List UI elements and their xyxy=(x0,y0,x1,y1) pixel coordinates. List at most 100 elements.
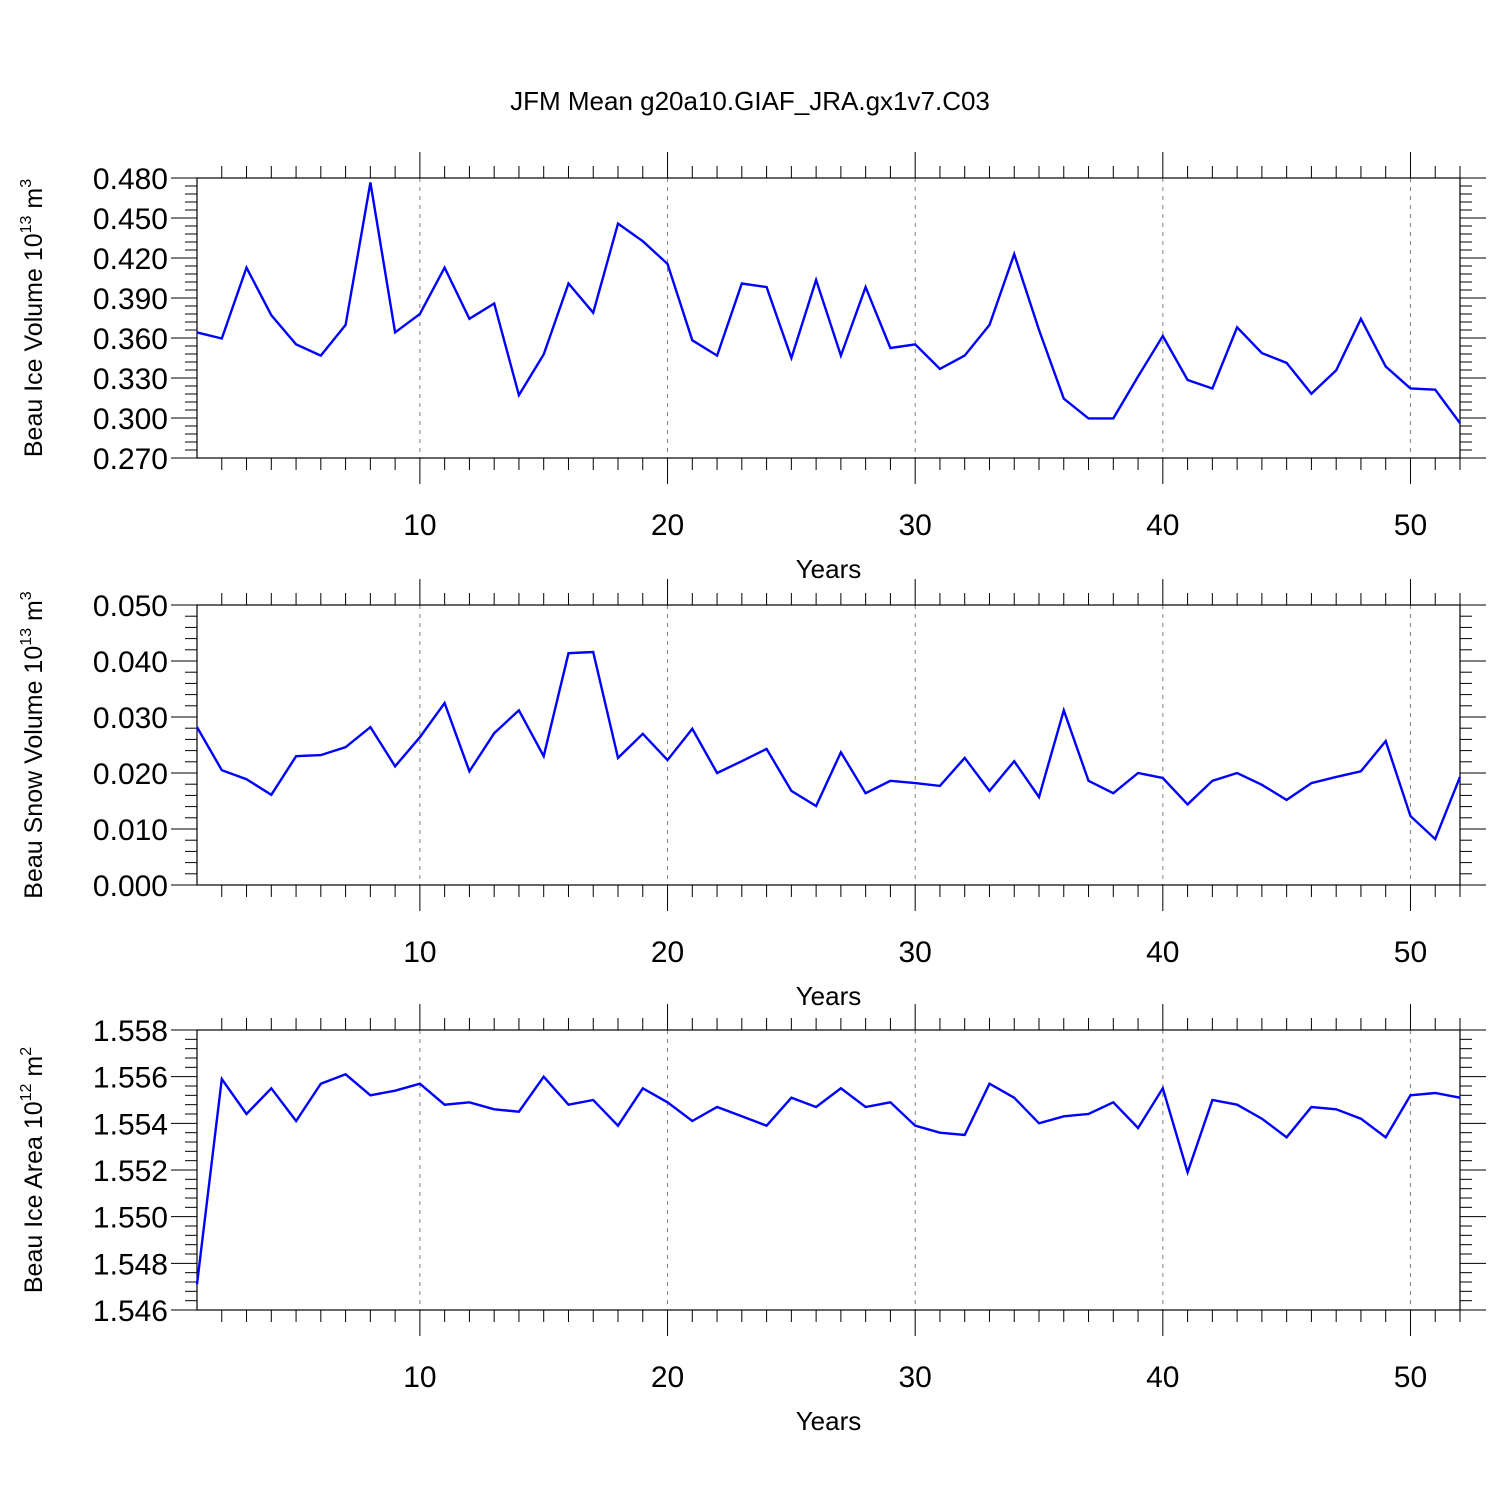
data-point xyxy=(221,769,223,771)
data-point xyxy=(1385,1136,1387,1138)
data-point xyxy=(1285,799,1287,801)
data-point xyxy=(419,736,421,738)
data-point xyxy=(468,1101,470,1103)
data-point xyxy=(642,240,644,242)
data-point xyxy=(1459,422,1461,424)
y-tick-label: 0.020 xyxy=(93,758,168,791)
data-point xyxy=(443,702,445,704)
data-point xyxy=(567,652,569,654)
data-point xyxy=(419,313,421,315)
y-tick-label: 0.050 xyxy=(93,590,168,623)
y-tick-label: 0.000 xyxy=(93,870,168,903)
data-point xyxy=(567,282,569,284)
data-point xyxy=(914,1124,916,1126)
data-point xyxy=(1137,1127,1139,1129)
data-point xyxy=(270,794,272,796)
series-line-ice-volume xyxy=(196,182,1461,424)
data-point xyxy=(1335,1108,1337,1110)
x-axis-title: Years xyxy=(796,554,862,584)
data-point xyxy=(221,1078,223,1080)
x-tick-label: 30 xyxy=(898,509,931,542)
data-point xyxy=(320,354,322,356)
data-point xyxy=(1186,379,1188,381)
data-point xyxy=(1360,318,1362,320)
y-tick-label: 1.552 xyxy=(93,1155,168,1188)
y-tick-label: 0.030 xyxy=(93,702,168,735)
data-point xyxy=(1112,792,1114,794)
data-point xyxy=(394,765,396,767)
panel-snow-volume: 0.000 0.010 0.020 0.030 0.040 0.050 10 20 30 40 50… xyxy=(18,579,1486,1011)
data-point xyxy=(666,759,668,761)
data-point xyxy=(369,1094,371,1096)
data-point xyxy=(1409,387,1411,389)
x-tick-label: 20 xyxy=(651,509,684,542)
x-tick-label: 10 xyxy=(403,509,436,542)
y-tick-label: 0.480 xyxy=(93,163,168,196)
data-point xyxy=(493,1108,495,1110)
y-tick-label: 0.420 xyxy=(93,243,168,276)
data-point xyxy=(394,331,396,333)
data-point xyxy=(493,302,495,304)
data-point xyxy=(691,1120,693,1122)
data-point xyxy=(1112,1101,1114,1103)
data-point xyxy=(914,343,916,345)
x-tick-label: 50 xyxy=(1394,509,1427,542)
data-point xyxy=(964,1134,966,1136)
data-point xyxy=(1013,1096,1015,1098)
y-tick-label: 0.270 xyxy=(93,443,168,476)
data-point xyxy=(1335,369,1337,371)
series-line-snow-volume xyxy=(195,650,1462,842)
data-point xyxy=(1409,1094,1411,1096)
data-point xyxy=(1310,782,1312,784)
data-point xyxy=(1236,772,1238,774)
series-line-ice-area xyxy=(195,1072,1461,1285)
data-point xyxy=(1087,417,1089,419)
data-point xyxy=(815,805,817,807)
data-point xyxy=(1162,335,1164,337)
data-point xyxy=(864,792,866,794)
data-point xyxy=(741,1115,743,1117)
x-tick-label: 10 xyxy=(403,936,436,969)
y-tick-label: 1.556 xyxy=(93,1062,168,1095)
y-tick-label: 0.300 xyxy=(93,403,168,436)
data-point xyxy=(1162,777,1164,779)
data-point xyxy=(765,748,767,750)
data-point xyxy=(1063,1115,1065,1117)
data-point xyxy=(295,343,297,345)
data-point xyxy=(617,1124,619,1126)
data-point xyxy=(518,394,520,396)
data-point xyxy=(889,347,891,349)
chart-title: JFM Mean g20a10.GIAF_JRA.gx1v7.C03 xyxy=(510,86,990,116)
y-tick-label: 1.558 xyxy=(93,1015,168,1048)
data-point xyxy=(1211,387,1213,389)
data-point xyxy=(666,1101,668,1103)
y-tick-label: 0.360 xyxy=(93,323,168,356)
data-point xyxy=(790,790,792,792)
data-point xyxy=(642,733,644,735)
x-tick-label: 30 xyxy=(898,1361,931,1394)
data-point xyxy=(221,337,223,339)
data-point xyxy=(1434,1092,1436,1094)
data-point xyxy=(518,1110,520,1112)
data-point xyxy=(1236,326,1238,328)
data-point xyxy=(889,780,891,782)
data-point xyxy=(1063,709,1065,711)
data-point xyxy=(320,754,322,756)
data-point xyxy=(691,728,693,730)
x-tick-label: 40 xyxy=(1146,509,1179,542)
data-point xyxy=(988,324,990,326)
data-point xyxy=(196,331,198,333)
y-tick-label: 0.040 xyxy=(93,646,168,679)
plot-frame xyxy=(196,1029,1461,1311)
data-point xyxy=(468,318,470,320)
data-point xyxy=(691,339,693,341)
data-point xyxy=(1360,1117,1362,1119)
data-point xyxy=(1261,784,1263,786)
data-point xyxy=(790,357,792,359)
data-point xyxy=(592,1099,594,1101)
data-point xyxy=(320,1082,322,1084)
data-point xyxy=(567,1103,569,1105)
data-point xyxy=(617,757,619,759)
data-point xyxy=(1087,1113,1089,1115)
data-point xyxy=(914,782,916,784)
